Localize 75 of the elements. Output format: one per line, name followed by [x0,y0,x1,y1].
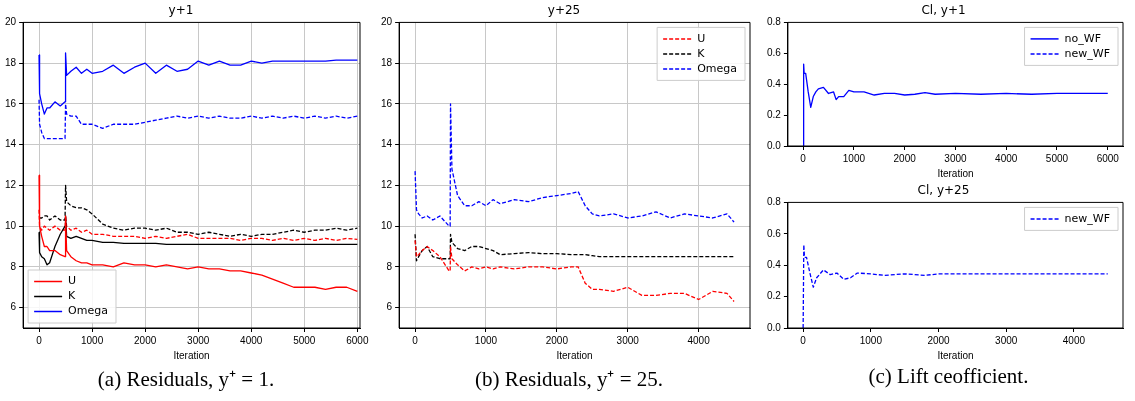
legend-label: new_WF [1064,46,1111,60]
y-tick-label: 0.2 [767,290,782,302]
x-axis-title: Iteration [937,349,974,361]
x-tick-label: 4000 [1062,334,1086,346]
x-tick-label: 6000 [346,334,369,346]
y-tick-label: 0.8 [767,196,782,208]
y-tick-label: 6 [386,301,393,313]
x-tick-label: 3000 [944,152,968,164]
legend-label: Omega [697,61,738,75]
x-axis-title: Iteration [173,349,210,361]
line-series [414,233,735,262]
y-tick-label: 10 [381,219,393,231]
text: (c) Lift ceofficient. [867,364,1030,389]
legend-label: U [68,274,77,288]
x-tick-label: 5000 [1045,152,1069,164]
y-tick-label: 0.4 [767,258,782,270]
y-tick-label: 16 [5,97,17,109]
y-tick-label: 14 [5,138,17,150]
x-axis-title: Iteration [937,167,974,179]
line-series [38,184,358,237]
line-series [414,103,735,227]
y-tick-label: 0.0 [767,321,782,333]
chart-title: y+1 [168,3,194,18]
y-tick-label: 18 [381,56,393,68]
text: (b) Residuals, y⁺ = 25. [474,366,664,392]
y-tick-label: 0.0 [767,139,782,151]
x-tick-label: 0 [36,334,43,346]
chart-title: Cl, y+1 [921,3,966,18]
x-tick-label: 2000 [893,152,917,164]
y-tick-label: 8 [10,260,17,272]
x-tick-label: 0 [800,152,807,164]
y-tick-label: 20 [5,16,17,28]
x-tick-label: 2000 [927,334,951,346]
y-tick-label: 0.4 [767,77,782,89]
y-tick-label: 16 [381,97,393,109]
x-tick-label: 2000 [545,334,569,346]
x-tick-label: 6000 [1096,152,1120,164]
legend-label: Omega [68,304,108,318]
chart-title: Cl, y+25 [917,183,970,198]
x-tick-label: 5000 [293,334,316,346]
y-tick-label: 0.2 [767,108,782,120]
line-series [414,239,735,303]
x-tick-label: 4000 [995,152,1018,164]
x-tick-label: 1000 [80,334,104,346]
y-tick-label: 8 [386,260,393,272]
y-tick-label: 18 [5,56,17,68]
y-tick-label: 12 [381,179,393,191]
text: (a) Residuals, y⁺ = 1. [96,366,276,392]
x-tick-label: 0 [412,334,419,346]
x-axis-title: Iteration [556,349,593,361]
legend-label: no_WF [1064,31,1101,45]
y-tick-label: 0.6 [767,227,782,239]
x-tick-label: 4000 [687,334,711,346]
y-tick-label: 0.6 [767,47,782,59]
x-tick-label: 2000 [134,334,157,346]
legend-label: K [697,46,706,60]
x-tick-label: 3000 [995,334,1018,346]
x-tick-label: 0 [800,334,807,346]
y-tick-label: 14 [381,138,393,150]
chart-title: y+25 [547,3,581,18]
y-tick-label: 20 [381,16,393,28]
x-tick-label: 4000 [240,334,263,346]
x-tick-label: 3000 [187,334,210,346]
y-tick-label: 6 [10,301,17,313]
x-tick-label: 1000 [859,334,883,346]
x-tick-label: 1000 [474,334,498,346]
y-tick-label: 10 [5,219,17,231]
y-tick-label: 12 [5,179,17,191]
x-tick-label: 3000 [616,334,640,346]
line-series [802,244,1109,328]
x-tick-label: 1000 [842,152,866,164]
legend-label: U [697,31,706,45]
legend-label: K [68,289,77,303]
y-tick-label: 0.8 [767,16,782,28]
legend-label: new_WF [1064,211,1111,225]
